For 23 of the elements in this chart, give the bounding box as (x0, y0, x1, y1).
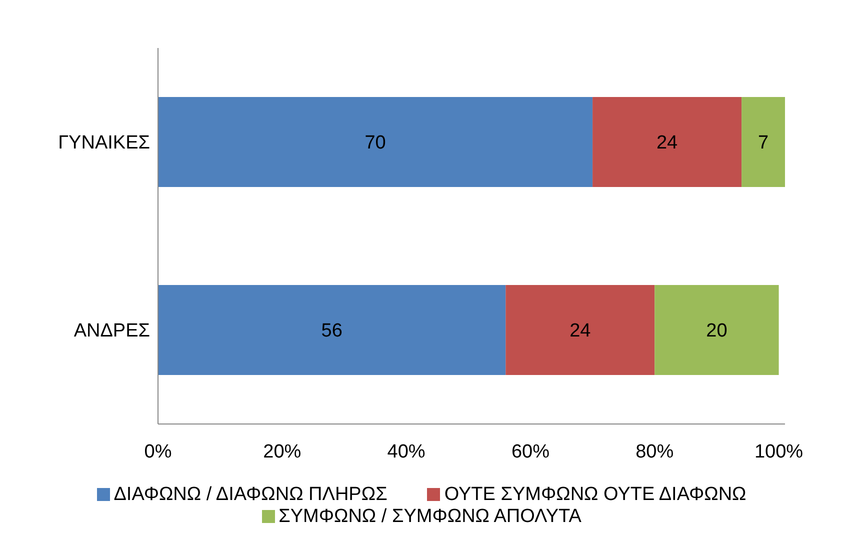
data-label: 70 (364, 132, 386, 154)
x-tick-label: 40% (387, 441, 426, 462)
bar (506, 285, 655, 375)
x-tick-label: 80% (636, 441, 674, 462)
x-tick-label: 100% (754, 441, 804, 462)
legend-label: ΣΥΜΦΩΝΩ / ΣΥΜΦΩΝΩ ΑΠΟΛΥΤΑ (278, 506, 582, 527)
bar (592, 97, 742, 187)
x-tick-label: 0% (144, 441, 172, 462)
y-tick-label: ΑΝΔΡΕΣ (74, 320, 150, 342)
data-label: 24 (570, 320, 592, 342)
bar (158, 285, 506, 375)
bar (742, 97, 785, 187)
x-tick-label: 20% (263, 441, 302, 462)
data-label: 56 (321, 320, 342, 342)
data-label: 24 (656, 132, 678, 154)
y-tick-label: ΓΥΝΑΙΚΕΣ (58, 132, 150, 154)
data-label: 7 (758, 132, 769, 154)
legend-label: ΔΙΑΦΩΝΩ / ΔΙΑΦΩΝΩ ΠΛΗΡΩΣ (114, 484, 388, 505)
bar (158, 97, 593, 187)
bar (654, 285, 779, 375)
legend-label: ΟΥΤΕ ΣΥΜΦΩΝΩ ΟΥΤΕ ΔΙΑΦΩΝΩ (444, 484, 746, 505)
data-label: 20 (706, 320, 728, 342)
x-tick-label: 60% (511, 441, 550, 462)
